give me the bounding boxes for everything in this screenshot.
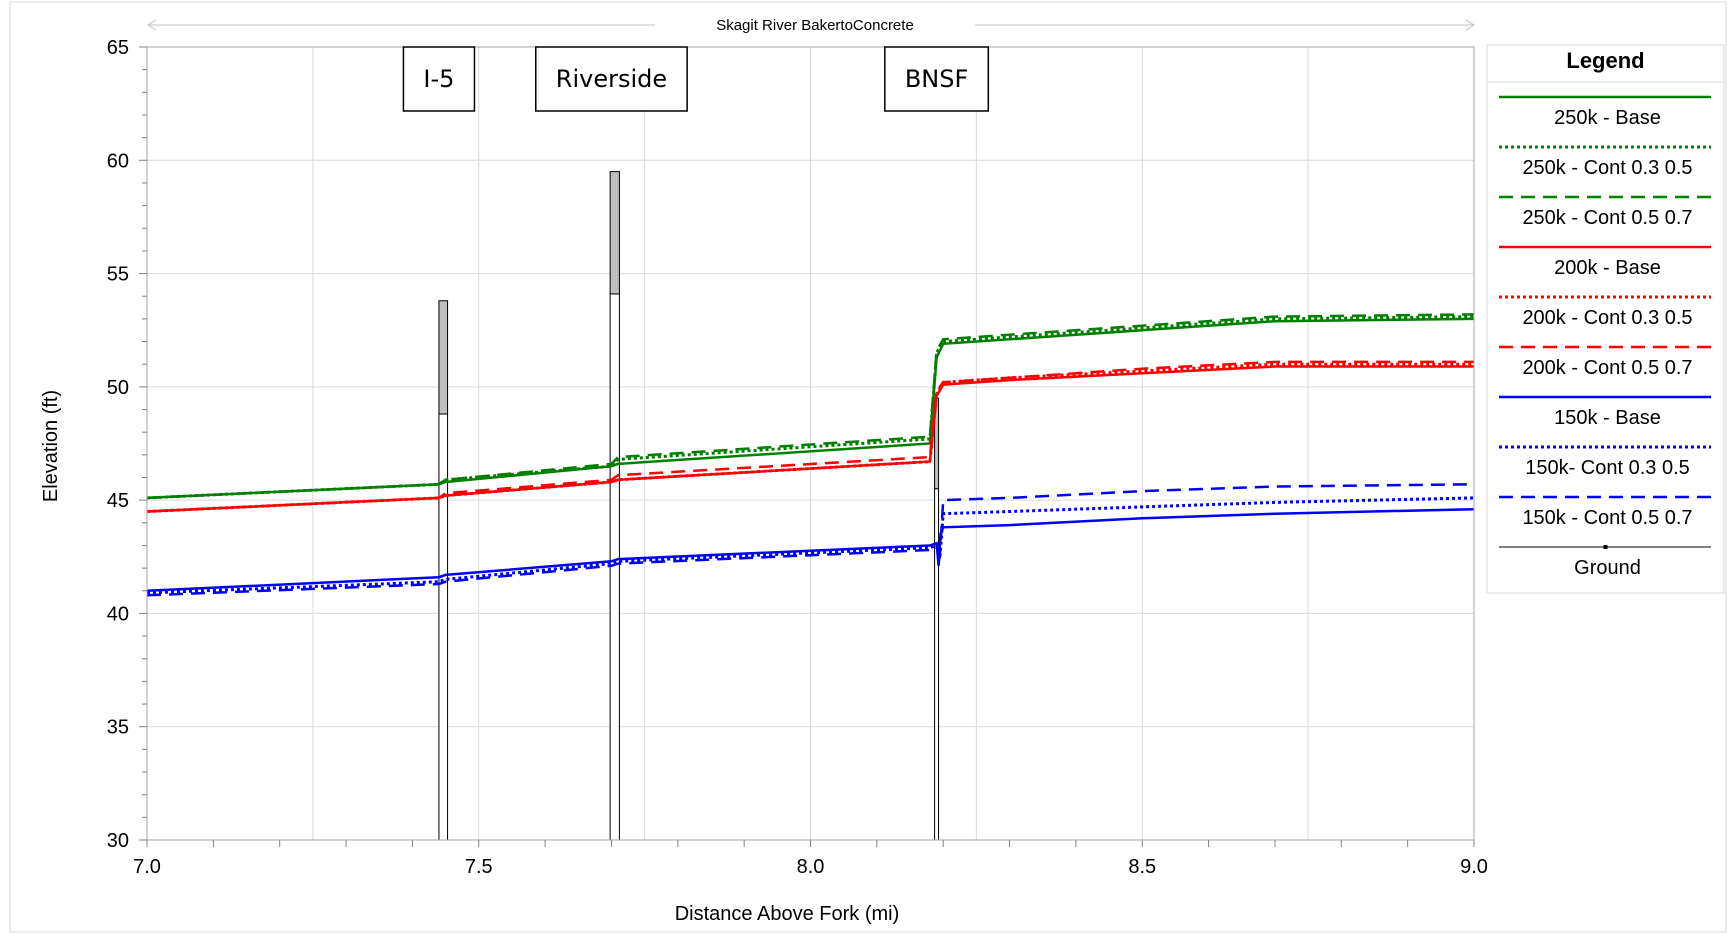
y-tick-label: 40 — [107, 603, 129, 625]
y-tick-label: 30 — [107, 830, 129, 852]
y-tick-label: 55 — [107, 264, 129, 286]
legend-swatch-marker — [1603, 545, 1608, 549]
reach-arrow-right — [1465, 19, 1475, 31]
legend-title: Legend — [1566, 48, 1644, 73]
legend-entry-label: 200k - Base — [1554, 257, 1661, 279]
legend-entry-label: 200k - Cont 0.3 0.5 — [1522, 307, 1692, 329]
chart-frame — [9, 1, 1727, 933]
bridge-label-text: I-5 — [423, 65, 454, 93]
bridge-label-box — [402, 46, 476, 112]
series-line — [146, 362, 1474, 513]
legend-entry-label: Ground — [1574, 557, 1641, 579]
x-tick-label: 8.5 — [1128, 856, 1156, 878]
axis-ticks: 30 35 40 45 50 55 60 65 7.0 7.5 8.0 8.5 9.0 — [107, 37, 1488, 878]
legend-box — [1486, 44, 1725, 594]
x-tick-label: 7.0 — [133, 856, 161, 878]
bridge-pier — [934, 488, 940, 841]
bridge-label-text: Riverside — [556, 65, 667, 93]
legend-entry-label: 250k - Base — [1554, 107, 1661, 129]
bridges — [438, 171, 940, 841]
bridge-label-box — [535, 46, 688, 112]
y-tick-label: 50 — [107, 377, 129, 399]
y-tick-label: 45 — [107, 490, 129, 512]
bridge-labels: I-5 Riverside BNSF — [402, 46, 990, 112]
bridge-label-box — [884, 46, 990, 112]
y-tick-label: 60 — [107, 150, 129, 172]
x-tick-label: 8.0 — [797, 856, 825, 878]
reach-arrow-left — [147, 19, 157, 31]
y-axis-title: Elevation (ft) — [40, 390, 62, 502]
y-tick-label: 65 — [107, 37, 129, 59]
series-lines — [146, 313, 1475, 597]
legend-entry-label: 150k - Base — [1554, 407, 1661, 429]
reach-indicator: Skagit River BakertoConcrete — [147, 17, 1475, 34]
bridge-pier — [438, 413, 449, 841]
bridge-label-text: BNSF — [905, 65, 968, 93]
bridge-deck — [438, 300, 449, 415]
series-line — [146, 496, 1475, 595]
legend: Legend 250k - Base 250k - Cont 0.3 0.5 250k… — [1486, 44, 1725, 594]
series-line — [146, 483, 1475, 597]
series-line — [146, 360, 1474, 513]
legend-entry-label: 200k - Cont 0.5 0.7 — [1522, 357, 1692, 379]
series-line — [146, 507, 1475, 593]
x-tick-label: 7.5 — [465, 856, 493, 878]
chart-title: Skagit River BakertoConcrete — [716, 17, 914, 34]
series-line — [146, 313, 1475, 500]
legend-entry-label: 250k - Cont 0.5 0.7 — [1522, 207, 1692, 229]
bridge-deck — [609, 171, 620, 295]
legend-entry-label: 150k - Cont 0.5 0.7 — [1522, 507, 1692, 529]
legend-entry-label: 250k - Cont 0.3 0.5 — [1522, 157, 1692, 179]
x-axis-title: Distance Above Fork (mi) — [675, 903, 900, 925]
legend-entry-label: 150k- Cont 0.3 0.5 — [1525, 457, 1690, 479]
x-tick-label: 9.0 — [1460, 856, 1488, 878]
y-tick-label: 35 — [107, 717, 129, 739]
